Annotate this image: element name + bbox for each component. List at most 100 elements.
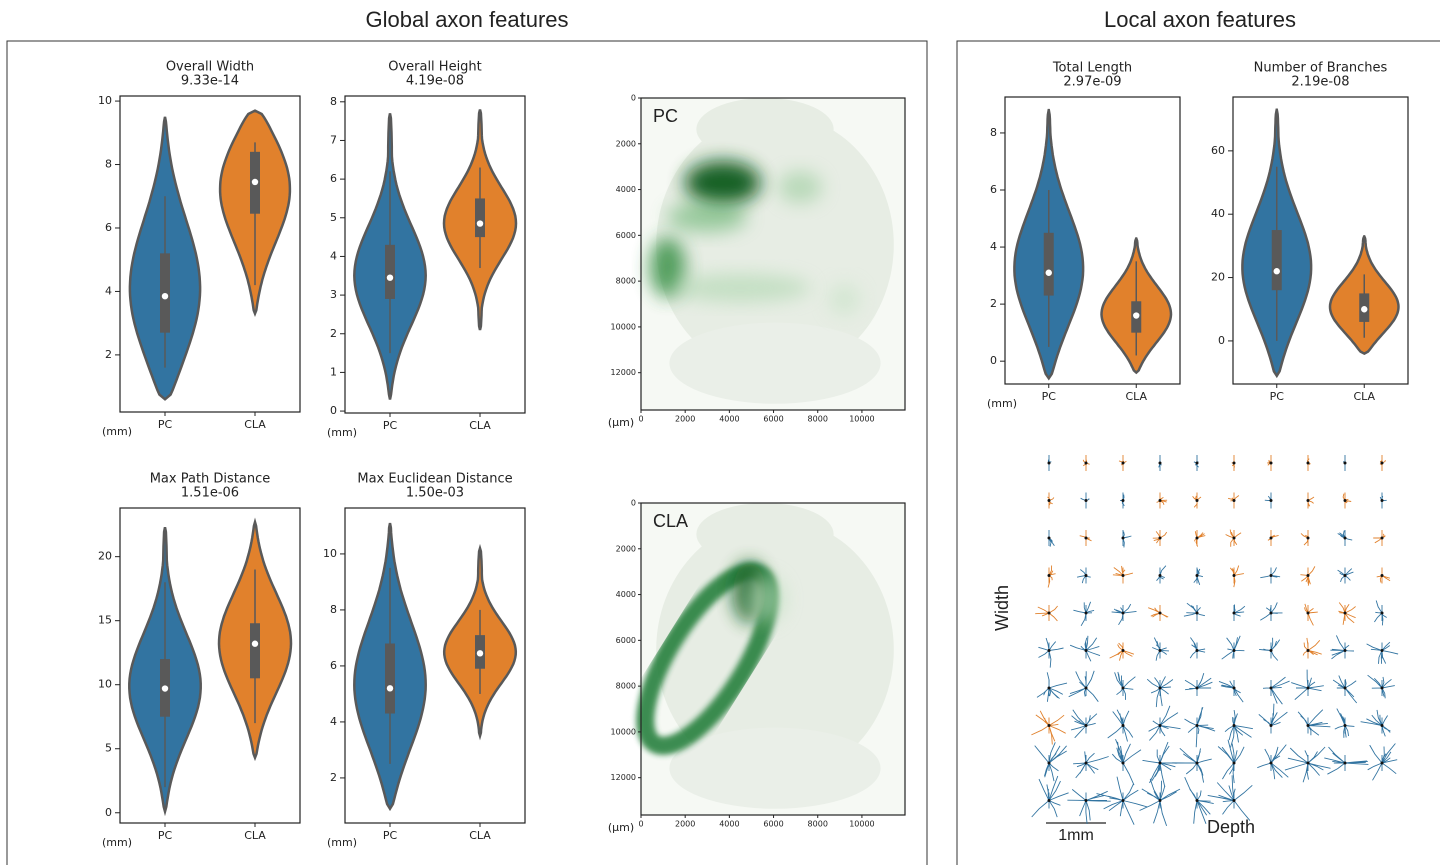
soma [1232,499,1236,502]
chart-subtitle: 9.33e-14 [181,74,239,89]
soma [1232,686,1236,690]
soma [1306,686,1310,690]
soma [1158,536,1162,540]
soma [1158,461,1162,465]
y-tick-label: 1 [330,365,337,378]
x-tick-label: 0 [638,415,643,424]
density-blob [670,273,811,302]
x-tick-label: PC [383,419,398,432]
x-tick-label: 10000 [849,820,874,829]
soma [1121,686,1125,690]
soma [1121,536,1125,540]
morphology-grid [1031,455,1399,827]
plot-frame [344,507,526,824]
neuron-trace [1038,637,1064,668]
neuron-trace [1107,709,1134,742]
y-tick-label: 10 [98,678,112,691]
median-dot [1133,312,1140,319]
median-dot [251,178,259,186]
soma [1232,761,1236,765]
unit-label: (μm) [608,416,634,429]
box [250,623,260,679]
soma [1158,649,1162,652]
density-blob [828,283,861,316]
neuron-trace [1031,775,1069,818]
plot-frame [1232,96,1409,385]
y-tick-label: 8000 [616,277,636,286]
chart-title: Max Euclidean Distance [357,472,512,487]
neuron-trace [1069,635,1101,662]
soma [1084,649,1088,652]
neuron-trace [1258,703,1288,734]
density-image [636,503,894,809]
soma [1121,761,1125,765]
soma [1380,611,1384,615]
neuron-trace [1297,709,1331,736]
soma [1343,461,1347,465]
soma [1380,574,1384,577]
neuron-trace [1111,603,1137,626]
neuron-trace [1073,751,1109,779]
y-tick-label: 4 [330,249,337,262]
neuron-trace [1142,741,1178,788]
y-tick-label: 8 [990,126,997,139]
soma [1269,686,1273,690]
soma [1084,574,1088,577]
neuron-trace [1192,492,1202,509]
y-tick-label: 4000 [616,185,636,194]
soma [1343,686,1347,690]
y-tick-label: 0 [631,94,636,103]
x-tick-label: PC [158,829,173,842]
soma [1306,536,1310,540]
plot-frame [1004,96,1181,385]
brain-outline [669,322,881,404]
neuron-trace [1260,567,1281,584]
soma [1121,611,1125,615]
median-dot [1273,268,1280,275]
soma [1343,724,1347,727]
y-tick-label: 15 [98,614,112,627]
neuron-trace [1373,530,1386,546]
soma [1121,461,1125,465]
y-tick-label: 4 [105,284,112,297]
median-dot [386,274,394,281]
panel-frame [956,40,1440,865]
unit-label: (mm) [987,397,1017,410]
panel-frame [6,40,928,865]
soma [1084,686,1088,690]
y-tick-label: 6 [105,221,112,234]
soma [1232,574,1236,577]
soma [1269,611,1273,615]
soma [1343,761,1347,765]
soma [1084,799,1088,802]
x-tick-label: PC [383,829,398,842]
map-label: PC [653,106,678,126]
chart-title: Max Path Distance [150,472,271,487]
axis-label: Width [992,585,1012,631]
chart-title: Overall Height [388,60,482,75]
soma [1047,686,1051,690]
soma [1343,536,1347,540]
y-tick-label: 10000 [611,727,636,736]
neuron-trace [1035,605,1058,622]
x-tick-label: PC [158,418,173,431]
soma [1195,499,1199,502]
soma [1047,761,1051,765]
neuron-trace [1291,669,1324,700]
soma [1269,499,1273,502]
y-tick-label: 6 [990,183,997,196]
soma [1158,799,1162,802]
neuron-trace [1156,565,1167,584]
soma [1306,461,1310,465]
chart-subtitle: 2.97e-09 [1063,75,1121,90]
soma [1084,724,1088,727]
soma [1158,574,1162,577]
soma [1084,499,1088,502]
brain-outline [669,727,881,809]
neuron-trace [1262,676,1290,705]
neuron-trace [1338,602,1356,625]
box [385,244,395,299]
y-tick-label: 0 [1218,334,1225,347]
soma [1380,499,1384,502]
panel-title: Global axon features [365,7,568,32]
